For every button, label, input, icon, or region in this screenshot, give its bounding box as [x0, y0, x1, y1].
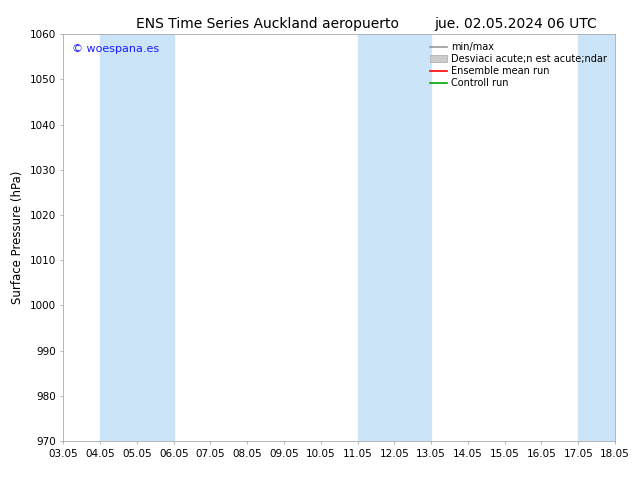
Legend: min/max, Desviaci acute;n est acute;ndar, Ensemble mean run, Controll run: min/max, Desviaci acute;n est acute;ndar… — [427, 39, 610, 91]
Bar — [100, 34, 174, 441]
Bar — [578, 34, 615, 441]
Bar — [358, 34, 431, 441]
Y-axis label: Surface Pressure (hPa): Surface Pressure (hPa) — [11, 171, 24, 304]
Text: jue. 02.05.2024 06 UTC: jue. 02.05.2024 06 UTC — [434, 17, 597, 31]
Text: © woespana.es: © woespana.es — [72, 45, 158, 54]
Text: ENS Time Series Auckland aeropuerto: ENS Time Series Auckland aeropuerto — [136, 17, 399, 31]
